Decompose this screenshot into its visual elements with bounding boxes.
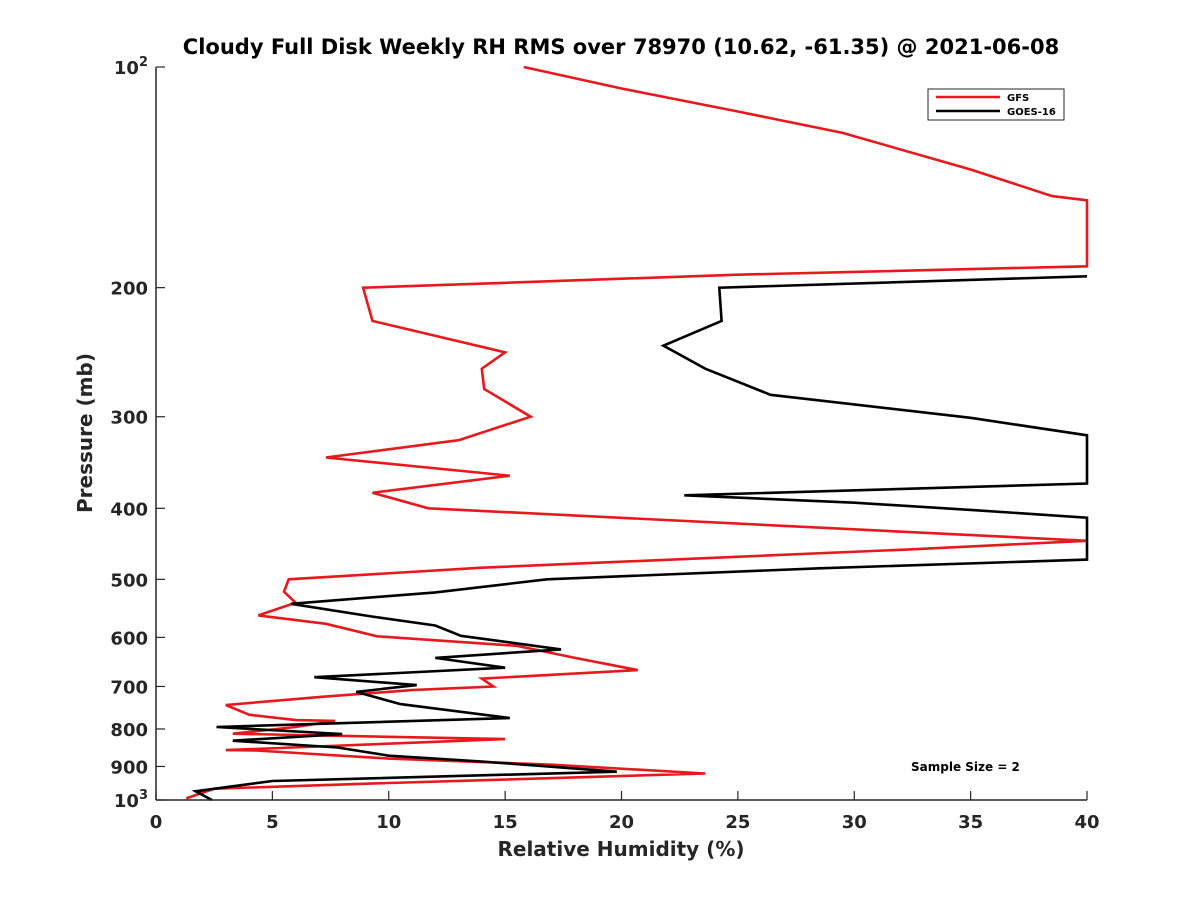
legend-box — [927, 88, 1065, 121]
series-layer — [185, 65, 1089, 802]
plot-area: 0 5 10 15 20 25 30 35 40 102 200 300 400 500 600 700 80… — [110, 55, 1099, 833]
x-axis-label: Relative Humidity (%) — [497, 837, 744, 861]
sample-size-annotation: Sample Size = 2 — [911, 760, 1020, 774]
x-tick-label: 20 — [609, 812, 634, 833]
x-tick-label: 5 — [266, 812, 279, 833]
x-tick-label: 15 — [493, 812, 518, 833]
x-tick-label: 25 — [725, 812, 750, 833]
y-tick-label: 103 — [114, 788, 148, 812]
x-ticks: 0 5 10 15 20 25 30 35 40 — [150, 791, 1100, 833]
y-tick-label: 700 — [110, 677, 148, 698]
x-tick-label: 30 — [842, 812, 867, 833]
y-axis-label: Pressure (mb) — [73, 353, 97, 513]
y-tick-label: 500 — [110, 570, 148, 591]
y-tick-label: 200 — [110, 279, 148, 300]
y-tick-label: 900 — [110, 757, 148, 778]
y-ticks: 102 200 300 400 500 600 700 800 900 103 — [110, 55, 165, 812]
y-tick-label: 300 — [110, 408, 148, 429]
y-tick-label: 400 — [110, 499, 148, 520]
y-tick-label: 102 — [114, 55, 148, 79]
x-tick-label: 0 — [150, 812, 163, 833]
y-tick-label: 800 — [110, 720, 148, 741]
legend-label-gfs: GFS — [1007, 93, 1029, 104]
legend-label-goes16: GOES-16 — [1007, 107, 1056, 118]
x-tick-label: 40 — [1074, 812, 1099, 833]
y-tick-label: 600 — [110, 628, 148, 649]
x-tick-label: 35 — [958, 812, 983, 833]
plot-frame — [156, 67, 1087, 800]
series-line-goes16 — [191, 275, 1089, 802]
chart-title: Cloudy Full Disk Weekly RH RMS over 7897… — [183, 35, 1059, 59]
legend: GFS GOES-16 — [927, 88, 1065, 121]
x-tick-label: 10 — [376, 812, 401, 833]
